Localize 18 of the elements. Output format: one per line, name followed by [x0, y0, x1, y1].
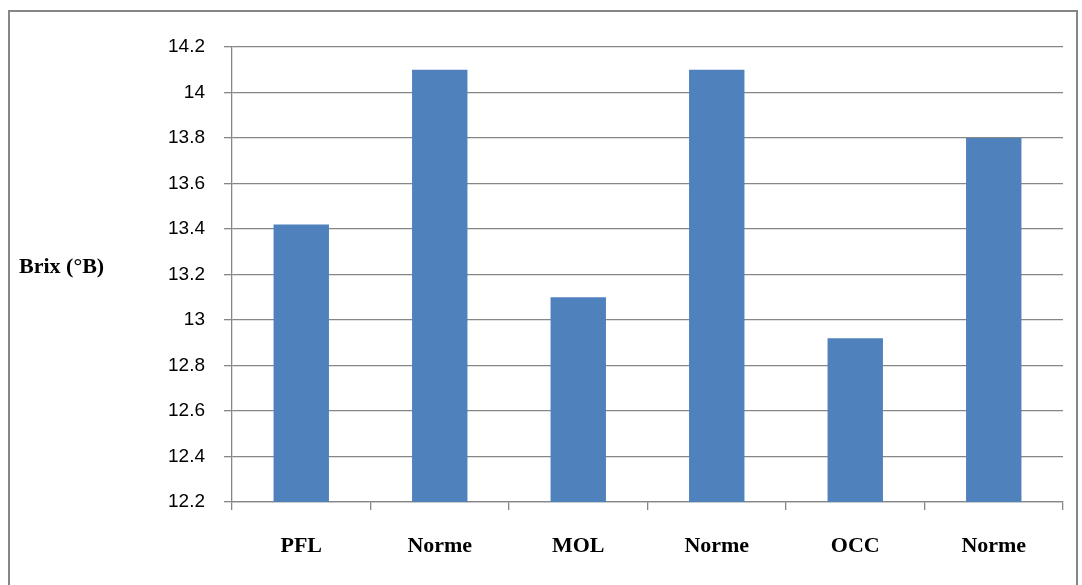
x-tick-label: OCC	[830, 531, 880, 557]
y-tick-label: 13.8	[168, 126, 205, 148]
y-tick-label: 13.4	[168, 217, 206, 239]
y-tick-label: 14.2	[168, 35, 205, 57]
x-tick-label: Norme	[961, 531, 1027, 557]
y-tick-label: 14	[183, 80, 206, 102]
y-tick-label: 12.6	[168, 399, 205, 421]
y-tick-label: 13.2	[168, 262, 205, 284]
x-tick-label: Norme	[684, 531, 750, 557]
y-axis-title: Brix (°B)	[19, 253, 105, 279]
y-tick-label: 13.6	[168, 171, 205, 193]
y-tick-label: 12.2	[168, 490, 205, 512]
y-tick-label: 12.8	[168, 353, 205, 375]
y-tick-label: 13	[183, 308, 205, 330]
x-tick-label: PFL	[280, 531, 323, 557]
x-tick-label: MOL	[551, 531, 605, 557]
y-tick-label: 12.4	[168, 444, 206, 466]
x-tick-label: Norme	[407, 531, 473, 557]
